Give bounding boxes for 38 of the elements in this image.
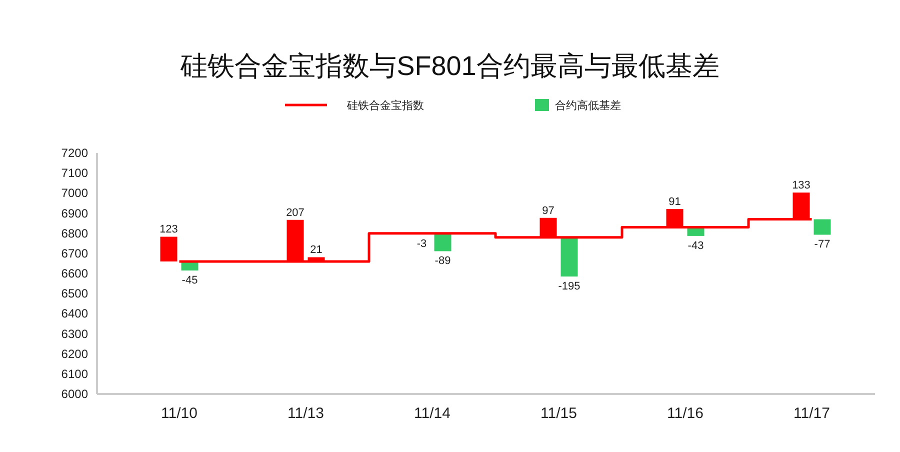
bar: [434, 233, 452, 252]
data-label: 123: [160, 224, 178, 236]
data-label: -45: [182, 274, 198, 286]
x-tick-label: 11/14: [414, 405, 450, 422]
y-tick-label: 7000: [61, 186, 88, 200]
y-tick-label: 6500: [61, 286, 88, 301]
y-tick-label: 6700: [61, 246, 88, 260]
y-tick-label: 6400: [61, 306, 88, 321]
data-label: -195: [558, 280, 580, 293]
y-tick-label: 6600: [61, 266, 88, 280]
bar: [814, 219, 831, 235]
y-tick-label: 6200: [61, 346, 88, 361]
data-label: 91: [668, 196, 681, 208]
chart-title: 硅铁合金宝指数与SF801合约最高与最低基差: [180, 51, 720, 81]
data-label: -89: [434, 255, 451, 268]
data-label: 21: [310, 244, 322, 256]
data-label: 97: [542, 204, 554, 217]
x-tick-label: 11/10: [161, 405, 198, 422]
legend-label: 合约高低基差: [555, 99, 621, 112]
legend-label: 硅铁合金宝指数: [346, 99, 424, 112]
y-tick-label: 6100: [61, 366, 88, 381]
y-tick-label: 7200: [61, 146, 88, 160]
y-tick-label: 6900: [61, 206, 88, 220]
data-label: 207: [286, 206, 304, 219]
bar: [560, 237, 578, 277]
x-tick-label: 11/17: [794, 405, 830, 422]
x-tick-label: 11/13: [288, 405, 324, 422]
x-tick-label: 11/15: [540, 405, 577, 422]
y-tick-label: 6000: [61, 387, 88, 401]
data-label: -3: [416, 238, 427, 250]
bar: [160, 236, 178, 262]
x-tick-label: 11/16: [667, 405, 704, 422]
y-tick-label: 6300: [61, 326, 88, 341]
y-tick-label: 7100: [61, 166, 88, 180]
y-tick-label: 6800: [61, 226, 88, 240]
data-label: -43: [688, 240, 704, 252]
data-label: 133: [792, 180, 810, 192]
data-label: -77: [814, 238, 830, 251]
